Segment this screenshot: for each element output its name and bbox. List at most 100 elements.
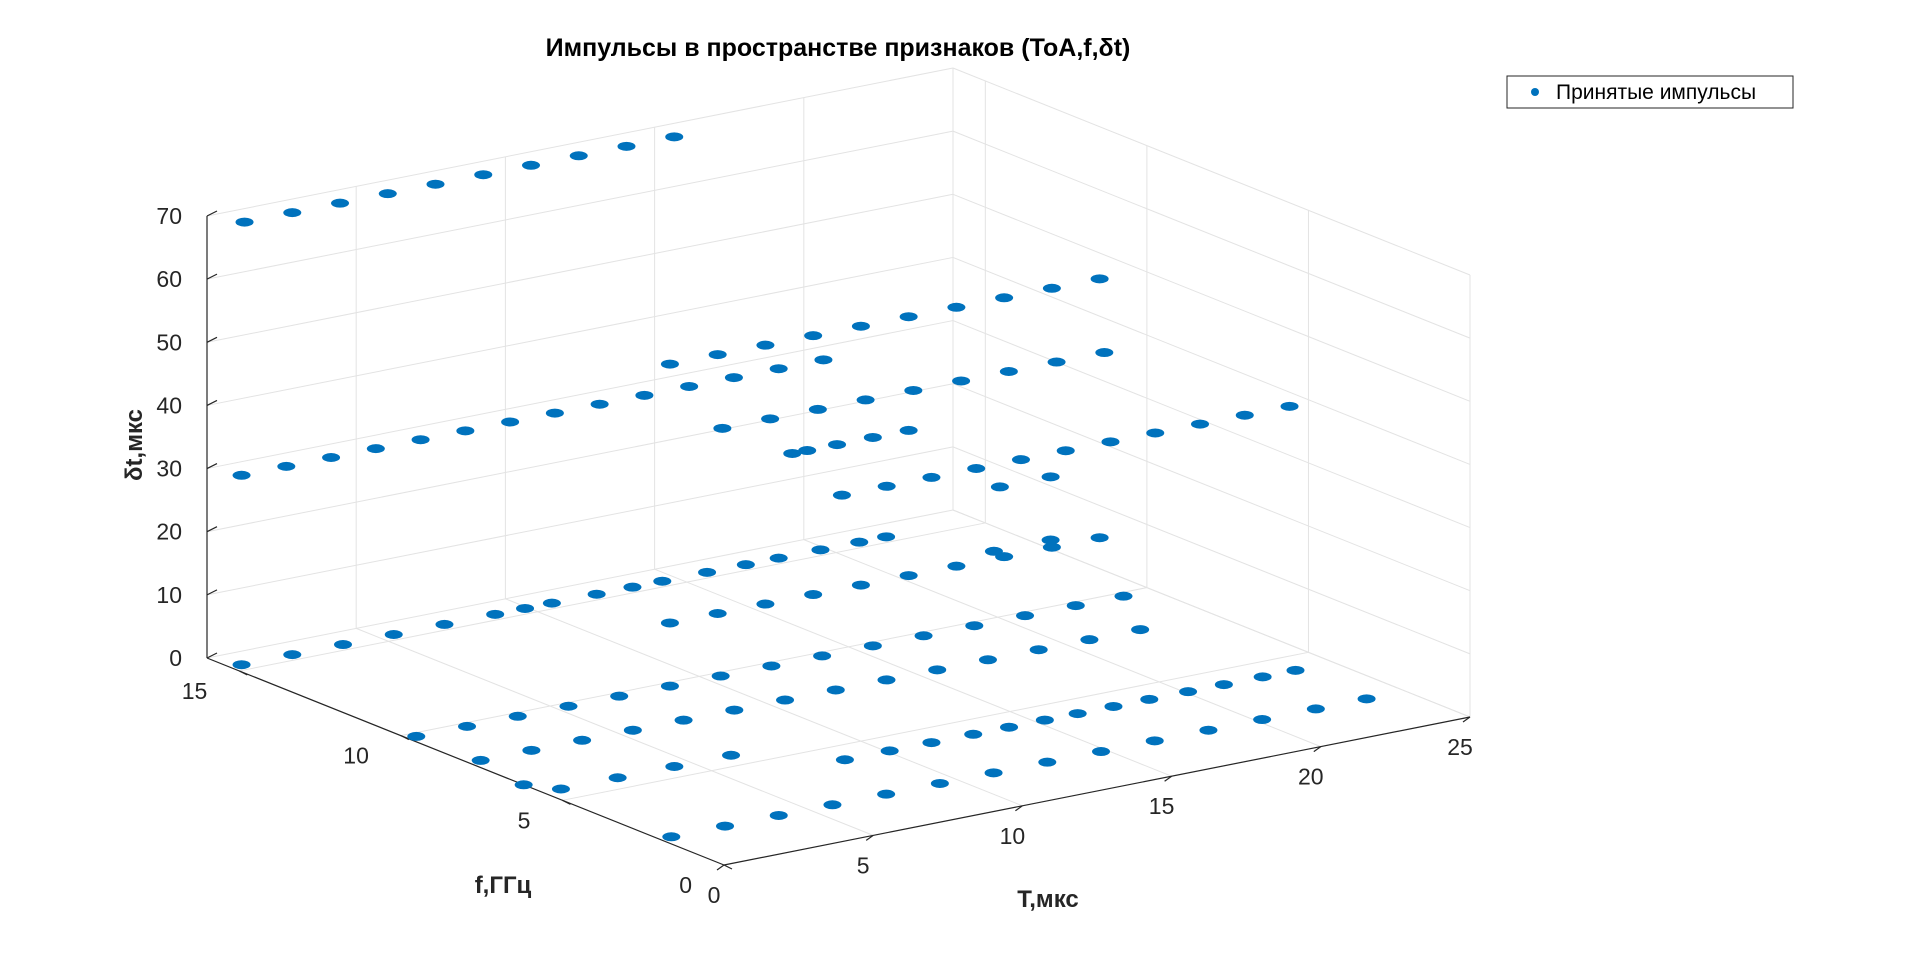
data-point <box>804 590 823 600</box>
axes <box>206 210 1471 871</box>
data-point <box>1253 672 1272 682</box>
grid-line <box>206 446 954 596</box>
data-point <box>660 359 679 369</box>
data-point <box>608 773 627 783</box>
data-point <box>1029 645 1048 655</box>
data-point <box>877 481 896 491</box>
data-point <box>964 729 983 739</box>
data-point <box>922 472 941 482</box>
data-point <box>828 440 847 450</box>
data-point <box>1000 722 1019 732</box>
data-point <box>1101 437 1120 447</box>
data-point <box>952 376 971 386</box>
z-tick-label: 60 <box>156 266 182 292</box>
data-point <box>1306 704 1325 714</box>
data-point <box>850 537 869 547</box>
grid-line <box>952 446 1471 655</box>
data-point <box>877 532 896 542</box>
data-point <box>283 208 302 218</box>
z-tick-mark <box>206 273 218 280</box>
data-point <box>783 448 802 458</box>
x-tick-mark <box>1462 716 1471 723</box>
grid-line <box>356 627 874 836</box>
data-point <box>769 553 788 563</box>
data-point <box>559 701 578 711</box>
data-point <box>808 404 827 414</box>
x-tick-label: 5 <box>857 852 870 878</box>
data-point <box>814 355 833 365</box>
y-axis-line <box>206 657 725 866</box>
data-point <box>1131 625 1150 635</box>
data-point <box>1104 701 1123 711</box>
z-tick-mark <box>206 589 218 596</box>
data-point <box>378 189 397 199</box>
grid-line <box>206 320 954 470</box>
data-point <box>1042 283 1061 293</box>
data-point <box>1199 725 1218 735</box>
data-point <box>1092 747 1111 757</box>
data-point <box>1090 274 1109 284</box>
legend-box <box>1506 75 1794 109</box>
data-point <box>665 132 684 142</box>
data-point <box>1235 410 1254 420</box>
data-point <box>813 651 832 661</box>
grid-line <box>952 320 1471 529</box>
data-point <box>569 151 588 161</box>
data-point <box>665 762 684 772</box>
data-point <box>756 599 775 609</box>
legend-entry: Принятые импульсы <box>1556 81 1756 104</box>
grid-line <box>206 256 954 406</box>
data-point <box>471 755 490 765</box>
data-point <box>384 629 403 639</box>
data-point <box>877 675 896 685</box>
x-tick-mark <box>716 864 725 871</box>
data-point <box>1280 401 1299 411</box>
data-points <box>232 132 1376 842</box>
data-point <box>978 655 997 665</box>
y-tick-label: 15 <box>182 678 208 704</box>
y-tick-label: 0 <box>679 872 692 898</box>
data-point <box>617 141 636 151</box>
data-point <box>1253 715 1272 725</box>
data-point <box>761 414 780 424</box>
data-point <box>736 560 755 570</box>
data-point <box>811 545 830 555</box>
x-tick-label: 20 <box>1298 764 1324 790</box>
data-point <box>407 731 426 741</box>
data-point <box>769 810 788 820</box>
data-point <box>486 609 505 619</box>
data-point <box>776 695 795 705</box>
grid-line <box>952 130 1471 339</box>
y-tick-mark <box>239 670 248 676</box>
data-point <box>914 631 933 641</box>
data-point <box>999 366 1018 376</box>
data-point <box>1090 533 1109 543</box>
data-point <box>835 755 854 765</box>
data-point <box>573 735 592 745</box>
data-point <box>232 660 251 670</box>
data-point <box>832 490 851 500</box>
x-tick-mark <box>1313 746 1322 753</box>
data-point <box>232 470 251 480</box>
z-tick-mark <box>206 399 218 406</box>
grid-line <box>952 509 1471 718</box>
data-point <box>456 426 475 436</box>
data-point <box>680 381 699 391</box>
data-point <box>522 160 541 170</box>
grid-line <box>239 522 986 672</box>
data-point <box>1095 348 1114 358</box>
data-point <box>965 621 984 631</box>
grid-line <box>505 598 1023 807</box>
data-point <box>756 340 775 350</box>
data-point <box>1016 611 1035 621</box>
data-point <box>947 302 966 312</box>
grid-line <box>206 383 954 533</box>
y-axis-label: f,ГГц <box>475 872 532 899</box>
data-point <box>653 576 672 586</box>
data-point <box>551 784 570 794</box>
data-point <box>1179 687 1198 697</box>
data-point <box>1038 757 1057 767</box>
data-point <box>283 650 302 660</box>
x-tick-label: 0 <box>708 882 721 908</box>
